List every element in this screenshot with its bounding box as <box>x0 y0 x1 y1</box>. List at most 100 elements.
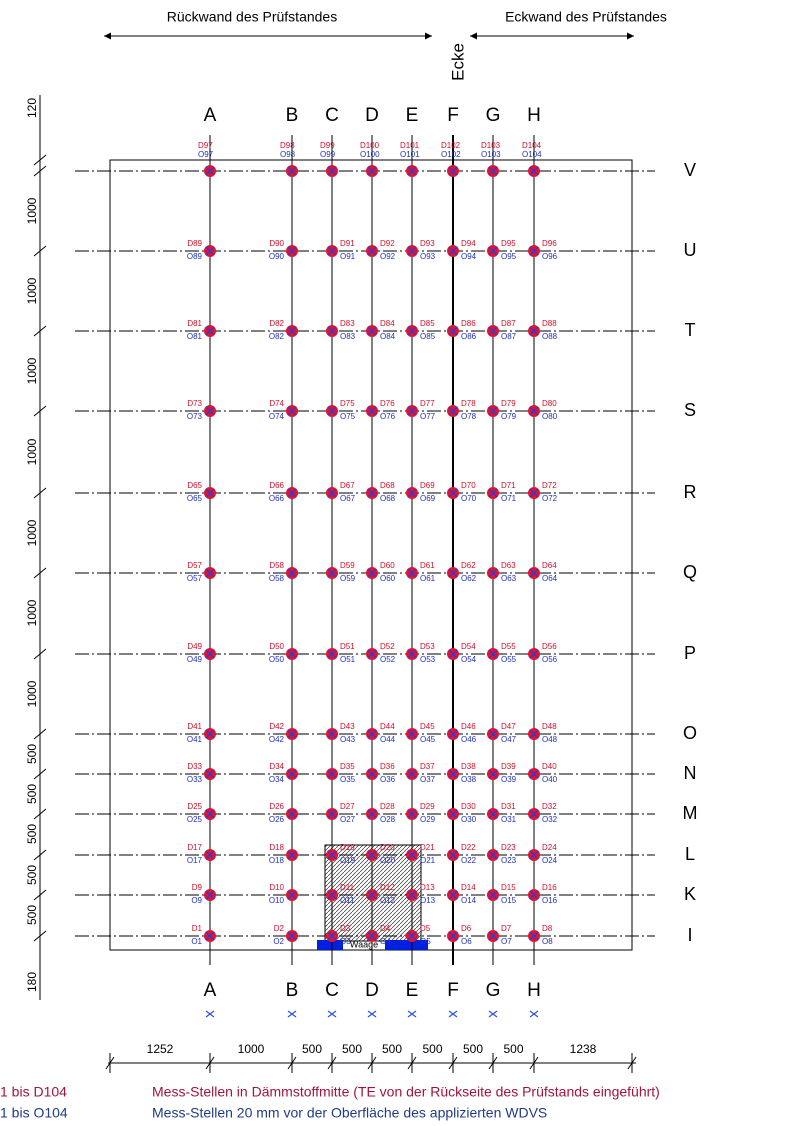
measure-cross <box>287 931 297 941</box>
o-label: O54 <box>461 655 477 664</box>
measure-cross <box>448 850 458 860</box>
o-label: O56 <box>542 655 558 664</box>
row-label: M <box>683 803 698 823</box>
vertical-dimension: 1000 <box>25 357 39 384</box>
o-label: O43 <box>340 735 356 744</box>
d-label: D79 <box>501 399 516 408</box>
measure-cross <box>488 850 498 860</box>
horizontal-dimension: 1000 <box>238 1042 265 1056</box>
measure-cross <box>448 166 458 176</box>
o-label: O99 <box>320 150 336 159</box>
d-label: D64 <box>542 561 557 570</box>
d-label: D99 <box>320 141 335 150</box>
dim-tick <box>327 1053 337 1073</box>
measure-cross <box>407 488 417 498</box>
d-label: D46 <box>461 722 476 731</box>
d-label: D26 <box>269 802 284 811</box>
dim-tick <box>407 1053 417 1073</box>
o-label: O31 <box>501 815 517 824</box>
column-label: D <box>365 105 379 126</box>
d-label: D55 <box>501 642 516 651</box>
measure-cross <box>488 769 498 779</box>
measure-cross <box>367 769 377 779</box>
measure-cross <box>287 890 297 900</box>
d-label: D101 <box>400 141 420 150</box>
o-label: O44 <box>380 735 396 744</box>
d-label: D36 <box>380 762 395 771</box>
d-label: D74 <box>269 399 284 408</box>
d-label: D75 <box>340 399 355 408</box>
measure-cross <box>488 166 498 176</box>
vertical-dimension: 180 <box>25 972 39 992</box>
o-label: O18 <box>269 856 285 865</box>
o-label: O83 <box>340 332 356 341</box>
o-label: O32 <box>542 815 558 824</box>
measure-cross <box>448 931 458 941</box>
o-label: O16 <box>542 896 558 905</box>
dim-tick <box>367 1053 377 1073</box>
o-label: O49 <box>187 655 203 664</box>
measure-cross <box>327 769 337 779</box>
o-label: O61 <box>420 574 436 583</box>
measure-cross <box>407 246 417 256</box>
measure-cross <box>205 649 215 659</box>
d-label: D12 <box>380 883 395 892</box>
d-label: D25 <box>187 802 202 811</box>
measure-cross <box>327 890 337 900</box>
dim-tick <box>33 567 47 579</box>
o-label: O66 <box>269 494 285 503</box>
column-label: H <box>527 980 541 1001</box>
d-label: D56 <box>542 642 557 651</box>
measure-cross <box>448 326 458 336</box>
d-label: D60 <box>380 561 395 570</box>
d-label: D70 <box>461 481 476 490</box>
o-label: O104 <box>522 150 542 159</box>
o-label: O101 <box>400 150 420 159</box>
vertical-dimension: 500 <box>25 744 39 764</box>
measure-cross <box>287 488 297 498</box>
o-label: O7 <box>501 937 512 946</box>
d-label: D67 <box>340 481 355 490</box>
d-label: D42 <box>269 722 284 731</box>
d-label: D49 <box>187 642 202 651</box>
d-label: D50 <box>269 642 284 651</box>
d-label: D22 <box>461 843 476 852</box>
measure-cross <box>205 850 215 860</box>
column-label: F <box>447 105 459 126</box>
measure-cross <box>367 809 377 819</box>
measure-cross <box>407 931 417 941</box>
d-label: D35 <box>340 762 355 771</box>
dim-tick <box>287 1053 297 1073</box>
column-label: H <box>527 105 541 126</box>
bottom-marker <box>529 1010 539 1018</box>
bottom-marker <box>407 1010 417 1018</box>
o-label: O79 <box>501 412 517 421</box>
d-label: D86 <box>461 319 476 328</box>
o-label: O52 <box>380 655 396 664</box>
d-label: D73 <box>187 399 202 408</box>
dim-tick <box>33 245 47 257</box>
d-label: D52 <box>380 642 395 651</box>
dim-tick <box>448 1053 458 1073</box>
d-label: D20 <box>380 843 395 852</box>
d-label: D62 <box>461 561 476 570</box>
d-label: D41 <box>187 722 202 731</box>
row-label: L <box>685 844 695 864</box>
measure-cross <box>407 809 417 819</box>
d-label: D57 <box>187 561 202 570</box>
measure-cross <box>367 488 377 498</box>
d-label: D19 <box>340 843 355 852</box>
o-label: O97 <box>198 150 214 159</box>
o-label: O94 <box>461 252 477 261</box>
measure-cross <box>327 326 337 336</box>
o-label: O38 <box>461 775 477 784</box>
measure-cross <box>367 729 377 739</box>
measure-cross <box>448 568 458 578</box>
measure-cross <box>205 166 215 176</box>
frame <box>109 159 633 951</box>
vertical-dimension: 1000 <box>25 277 39 304</box>
measure-cross <box>407 649 417 659</box>
measure-cross <box>287 166 297 176</box>
column-label: B <box>286 980 299 1001</box>
o-label: O89 <box>187 252 203 261</box>
